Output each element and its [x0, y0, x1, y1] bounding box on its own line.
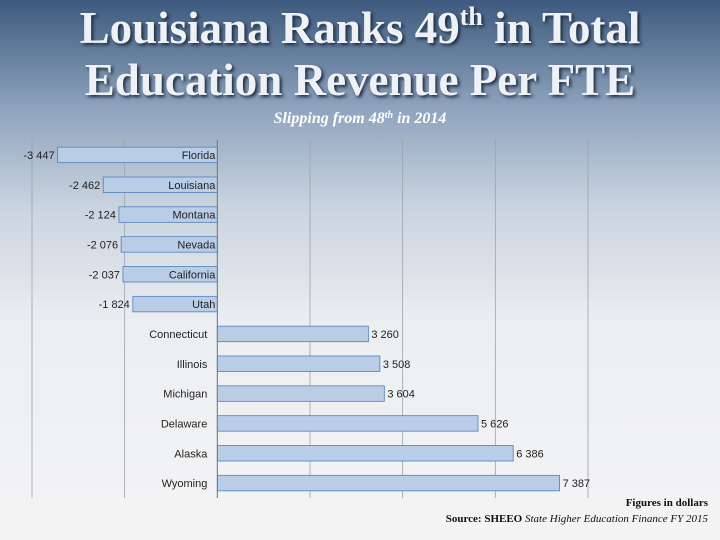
footnote: Figures in dollars Source: SHEEO State H…	[446, 495, 708, 527]
value-label: -1 824	[99, 299, 130, 311]
category-label: Wyoming	[162, 478, 208, 490]
footnote-source-label: Source: SHEEO	[445, 513, 523, 525]
slide-subtitle: Slipping from 48th in 2014	[0, 110, 720, 128]
category-label: Illinois	[177, 359, 208, 371]
category-label: Utah	[192, 299, 215, 311]
value-label: 5 626	[481, 418, 509, 430]
category-label: Connecticut	[149, 329, 207, 341]
value-label: -3 447	[23, 150, 54, 162]
slide-title: Louisiana Ranks 49th in Total Education …	[0, 2, 720, 106]
category-label: Montana	[173, 210, 217, 222]
bar-wyoming	[216, 474, 560, 492]
value-label: -2 076	[87, 239, 118, 251]
bar-delaware	[216, 415, 479, 432]
subtitle-suffix: in 2014	[393, 110, 447, 127]
value-label: 7 387	[563, 478, 591, 490]
value-label: 3 260	[371, 329, 399, 341]
category-label: Delaware	[161, 418, 207, 430]
category-label: Alaska	[174, 448, 208, 460]
bar-alaska	[216, 445, 514, 462]
footnote-source: Source: SHEEO State Higher Education Fin…	[446, 511, 708, 527]
footnote-source-text: State Higher Education Finance FY 2015	[522, 513, 708, 525]
title-line-1: Louisiana Ranks 49th in Total	[0, 2, 720, 54]
subtitle-superscript: th	[384, 110, 394, 121]
value-label: 3 604	[387, 389, 415, 401]
value-label: -2 037	[89, 269, 120, 281]
bar-connecticut	[216, 325, 369, 343]
value-label: -2 462	[69, 180, 100, 192]
title-line-1-superscript: th	[459, 2, 483, 31]
subtitle-text: Slipping from 48	[273, 110, 385, 127]
category-label: Florida	[182, 150, 217, 162]
value-label: 3 508	[383, 359, 411, 371]
title-line-2: Education Revenue Per FTE	[84, 55, 636, 105]
bar-michigan	[216, 385, 385, 402]
category-label: Louisiana	[168, 180, 216, 192]
value-label: -2 124	[85, 210, 116, 222]
category-label: Michigan	[163, 389, 207, 401]
title-line-1-suffix: in Total	[482, 3, 641, 53]
value-label: 6 386	[516, 448, 544, 460]
bar-illinois	[216, 355, 381, 372]
title-line-1-text: Louisiana Ranks 49	[79, 3, 460, 53]
category-label: California	[169, 269, 216, 281]
footnote-units: Figures in dollars	[625, 497, 708, 509]
category-label: Nevada	[177, 239, 216, 251]
